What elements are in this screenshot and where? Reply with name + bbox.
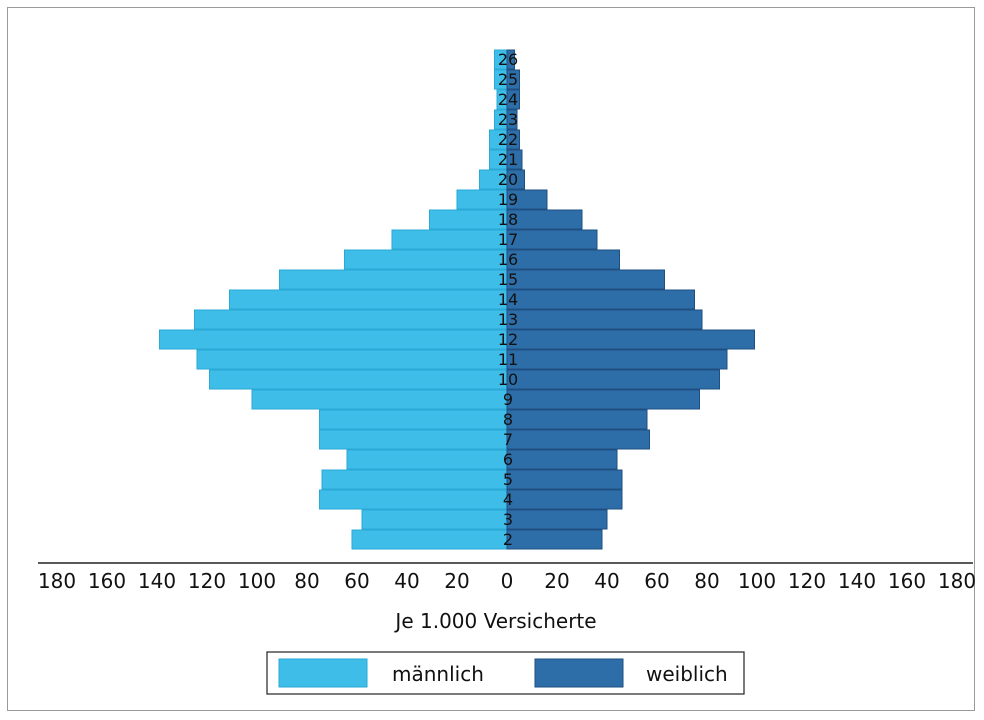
bar-male-12 <box>159 329 508 350</box>
category-label-5: 5 <box>503 470 513 489</box>
category-label-20: 20 <box>498 170 518 189</box>
category-label-11: 11 <box>498 350 518 369</box>
bar-female-10 <box>506 369 720 390</box>
bar-female-20 <box>506 169 525 190</box>
category-label-2: 2 <box>503 530 513 549</box>
bar-male-11 <box>196 349 508 370</box>
legend: männlich weiblich <box>266 651 745 695</box>
bar-male-7 <box>319 429 508 450</box>
bar-male-5 <box>321 469 508 490</box>
x-tick-label: 60 <box>644 569 669 593</box>
bar-female-12 <box>506 329 755 350</box>
x-tick-label: 40 <box>394 569 419 593</box>
bar-male-18 <box>429 209 508 230</box>
x-tick-label: 120 <box>788 569 826 593</box>
category-label-16: 16 <box>498 250 518 269</box>
bar-male-10 <box>209 369 508 390</box>
category-label-24: 24 <box>498 90 518 109</box>
x-tick-label: 0 <box>501 569 514 593</box>
category-label-14: 14 <box>498 290 518 309</box>
x-tick-label: 40 <box>594 569 619 593</box>
female-bars <box>506 49 755 550</box>
bar-female-13 <box>506 309 703 330</box>
x-tick-label: 20 <box>544 569 569 593</box>
x-tick-label: 100 <box>238 569 276 593</box>
x-tick-label: 160 <box>888 569 926 593</box>
category-label-17: 17 <box>498 230 518 249</box>
x-tick-label: 80 <box>294 569 319 593</box>
x-tick-label: 180 <box>38 569 76 593</box>
male-bars <box>159 49 508 550</box>
bar-female-8 <box>506 409 648 430</box>
category-label-15: 15 <box>498 270 518 289</box>
bar-female-11 <box>506 349 728 370</box>
x-tick-label: 80 <box>694 569 719 593</box>
category-label-23: 23 <box>498 110 518 129</box>
bar-male-14 <box>229 289 508 310</box>
legend-swatch-female <box>534 658 624 688</box>
category-label-13: 13 <box>498 310 518 329</box>
bar-female-6 <box>506 449 618 470</box>
bar-male-13 <box>194 309 508 330</box>
bar-female-22 <box>506 129 520 150</box>
bar-female-3 <box>506 509 608 530</box>
bar-female-7 <box>506 429 650 450</box>
category-label-19: 19 <box>498 190 518 209</box>
bar-female-4 <box>506 489 623 510</box>
bar-male-4 <box>319 489 508 510</box>
bar-female-26 <box>506 49 515 70</box>
x-tick-label: 180 <box>938 569 976 593</box>
bar-female-9 <box>506 389 700 410</box>
bar-female-21 <box>506 149 523 170</box>
x-axis-tick-labels: 180 160 140 120 100 80 60 40 20 0 20 40 60 80 100 120 14… <box>38 569 976 593</box>
category-label-10: 10 <box>498 370 518 389</box>
x-tick-label: 60 <box>344 569 369 593</box>
legend-swatch-male <box>278 658 368 688</box>
x-tick-label: 20 <box>444 569 469 593</box>
bar-female-5 <box>506 469 623 490</box>
x-tick-label: 100 <box>738 569 776 593</box>
bar-male-6 <box>346 449 508 470</box>
category-labels: 2345678910111213141516171819202122232425… <box>498 50 518 549</box>
category-label-25: 25 <box>498 70 518 89</box>
bar-female-18 <box>506 209 583 230</box>
x-tick-label: 160 <box>88 569 126 593</box>
x-tick-label: 140 <box>838 569 876 593</box>
bar-male-8 <box>319 409 508 430</box>
category-label-8: 8 <box>503 410 513 429</box>
legend-label-female: weiblich <box>646 662 728 686</box>
category-label-6: 6 <box>503 450 513 469</box>
category-label-9: 9 <box>503 390 513 409</box>
x-tick-label: 120 <box>188 569 226 593</box>
category-label-7: 7 <box>503 430 513 449</box>
bar-female-2 <box>506 529 603 550</box>
bar-male-15 <box>279 269 508 290</box>
bar-male-2 <box>351 529 508 550</box>
bar-female-23 <box>506 109 518 130</box>
bar-female-17 <box>506 229 598 250</box>
category-label-12: 12 <box>498 330 518 349</box>
bar-male-3 <box>361 509 508 530</box>
category-label-18: 18 <box>498 210 518 229</box>
bar-female-15 <box>506 269 665 290</box>
category-label-22: 22 <box>498 130 518 149</box>
bar-female-16 <box>506 249 620 270</box>
legend-label-male: männlich <box>392 662 484 686</box>
bar-female-25 <box>506 69 520 90</box>
x-tick-label: 140 <box>138 569 176 593</box>
category-label-26: 26 <box>498 50 518 69</box>
bar-male-9 <box>251 389 508 410</box>
bar-male-16 <box>344 249 508 270</box>
category-label-21: 21 <box>498 150 518 169</box>
category-label-3: 3 <box>503 510 513 529</box>
category-label-4: 4 <box>503 490 513 509</box>
bar-female-19 <box>506 189 548 210</box>
bar-female-14 <box>506 289 695 310</box>
bar-male-17 <box>391 229 508 250</box>
x-axis-title: Je 1.000 Versicherte <box>393 609 596 633</box>
bar-female-24 <box>506 89 520 110</box>
